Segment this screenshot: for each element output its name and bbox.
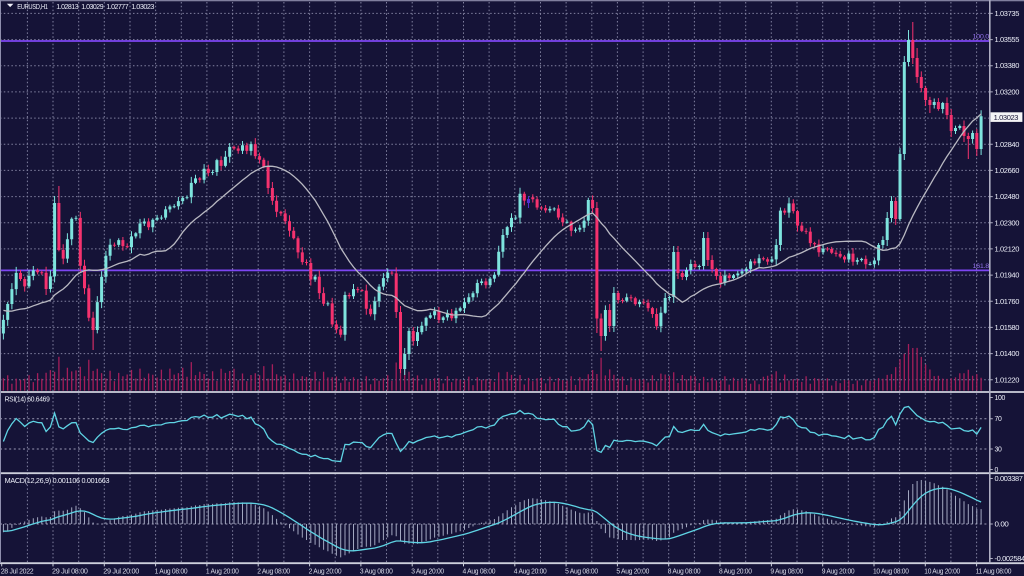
svg-text:9 Aug 08:00: 9 Aug 08:00 [770, 569, 803, 576]
svg-text:1.03023: 1.03023 [994, 115, 1019, 122]
svg-text:1.02777: 1.02777 [106, 4, 128, 11]
svg-text:1 Aug 20:00: 1 Aug 20:00 [206, 569, 239, 576]
svg-text:1.02300: 1.02300 [995, 220, 1020, 227]
svg-text:1.03023: 1.03023 [131, 4, 154, 11]
svg-text:2 Aug 20:00: 2 Aug 20:00 [309, 569, 342, 576]
svg-text:-0.002584: -0.002584 [995, 556, 1024, 563]
svg-text:1 Aug 08:00: 1 Aug 08:00 [155, 569, 188, 576]
svg-text:1.03555: 1.03555 [995, 37, 1020, 44]
svg-text:4 Aug 08:00: 4 Aug 08:00 [463, 569, 496, 576]
svg-text:1.02813: 1.02813 [56, 4, 78, 11]
svg-text:29 Jul 08:00: 29 Jul 08:00 [52, 569, 88, 576]
svg-text:0: 0 [995, 467, 999, 474]
svg-text:3 Aug 08:00: 3 Aug 08:00 [360, 569, 393, 576]
svg-text:100: 100 [995, 395, 1006, 402]
svg-text:8 Aug 20:00: 8 Aug 20:00 [719, 569, 752, 576]
svg-text:0.003387: 0.003387 [995, 476, 1023, 483]
svg-text:30: 30 [995, 447, 1002, 454]
svg-text:10 Aug 08:00: 10 Aug 08:00 [873, 569, 909, 576]
svg-text:1.03200: 1.03200 [995, 89, 1020, 96]
svg-text:1.02840: 1.02840 [995, 142, 1020, 149]
svg-text:1.01220: 1.01220 [995, 377, 1020, 384]
svg-text:RSI(14) 60.6469: RSI(14) 60.6469 [5, 397, 50, 404]
svg-text:1.03380: 1.03380 [995, 63, 1020, 70]
svg-text:100.0: 100.0 [973, 34, 990, 41]
svg-text:1.02660: 1.02660 [995, 168, 1020, 175]
svg-text:1.02120: 1.02120 [995, 246, 1020, 253]
svg-text:1.01940: 1.01940 [995, 273, 1020, 280]
svg-text:0.00: 0.00 [995, 522, 1010, 529]
svg-text:5 Aug 08:00: 5 Aug 08:00 [565, 569, 598, 576]
svg-text:4 Aug 20:00: 4 Aug 20:00 [514, 569, 547, 576]
svg-text:1.03735: 1.03735 [995, 11, 1020, 18]
svg-text:1.02480: 1.02480 [995, 194, 1020, 201]
svg-text:11 Aug 08:00: 11 Aug 08:00 [976, 569, 1012, 576]
svg-text:1.01580: 1.01580 [995, 325, 1020, 332]
svg-text:10 Aug 20:00: 10 Aug 20:00 [924, 569, 960, 576]
svg-text:161.8: 161.8 [973, 263, 990, 270]
svg-text:3 Aug 20:00: 3 Aug 20:00 [411, 569, 444, 576]
svg-text:28 Jul 2022: 28 Jul 2022 [1, 569, 34, 576]
svg-text:9 Aug 20:00: 9 Aug 20:00 [822, 569, 855, 576]
svg-text:1.03029: 1.03029 [81, 4, 103, 11]
svg-text:70: 70 [995, 416, 1002, 423]
svg-text:2 Aug 08:00: 2 Aug 08:00 [257, 569, 290, 576]
svg-text:EURUSD,H1: EURUSD,H1 [17, 2, 48, 11]
svg-text:1.01760: 1.01760 [995, 299, 1020, 306]
svg-text:29 Jul 20:00: 29 Jul 20:00 [103, 569, 139, 576]
svg-text:1.01400: 1.01400 [995, 351, 1020, 358]
svg-text:8 Aug 08:00: 8 Aug 08:00 [668, 569, 701, 576]
svg-text:MACD(12,26,9) 0.001106 0.00166: MACD(12,26,9) 0.001106 0.001663 [5, 478, 110, 485]
svg-text:5 Aug 20:00: 5 Aug 20:00 [616, 569, 649, 576]
